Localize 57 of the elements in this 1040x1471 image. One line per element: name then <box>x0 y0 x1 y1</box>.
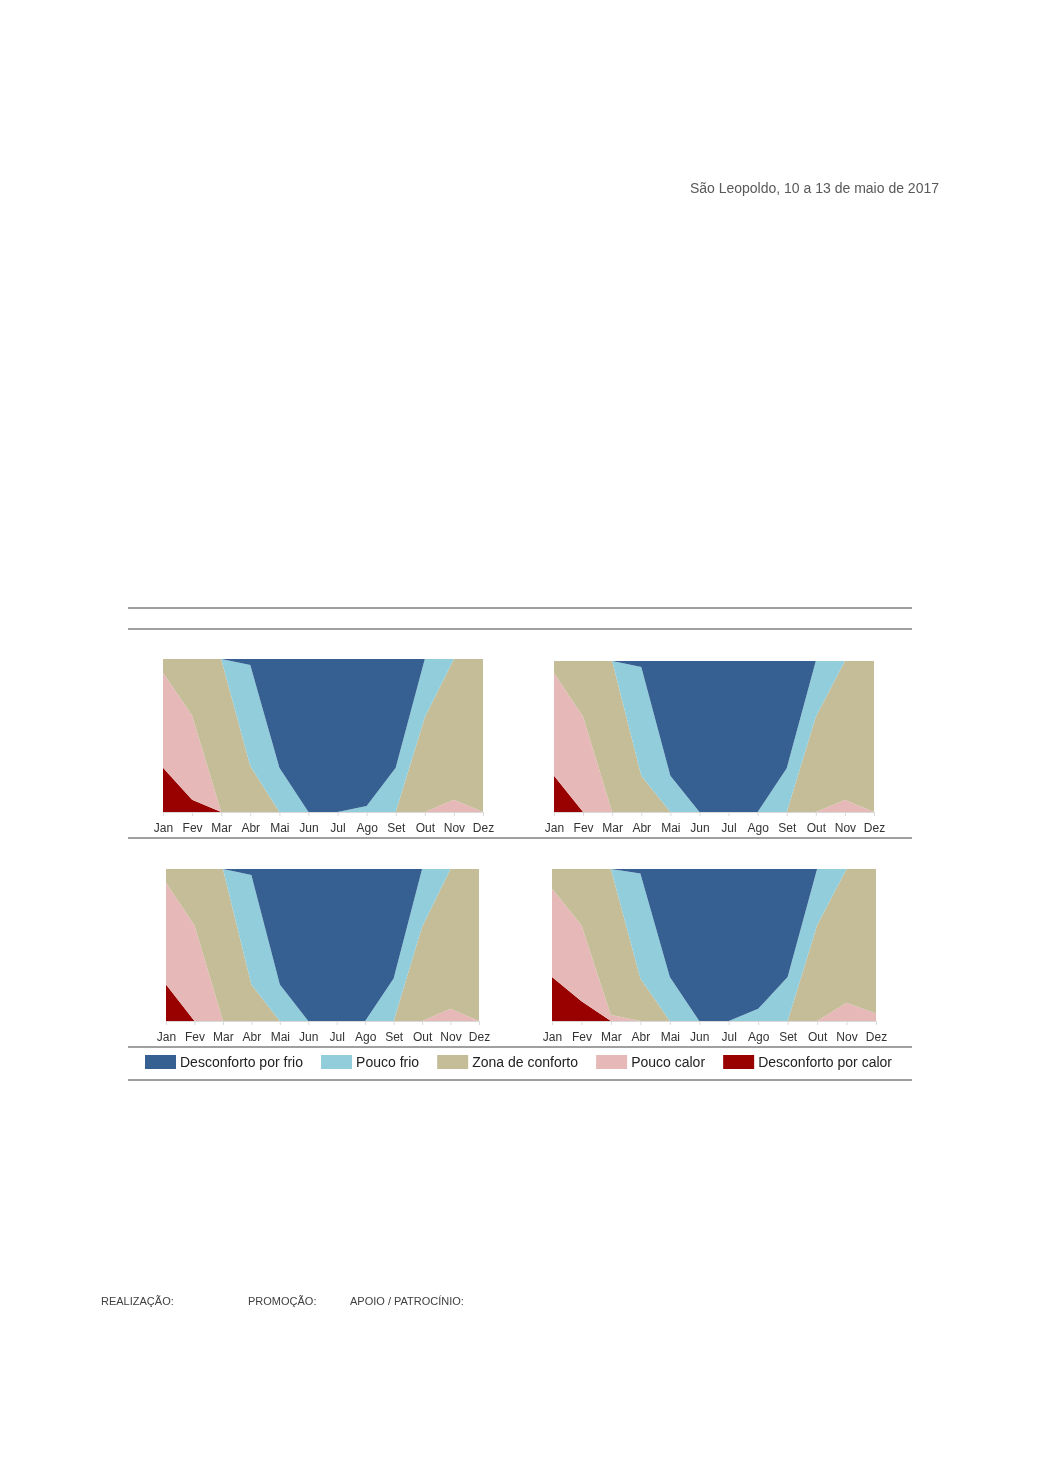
text: São Leopoldo, 10 a 13 de maio de 2017 <box>689 180 940 196</box>
x-tick-label: Dez <box>472 820 495 835</box>
x-tick-label: Jun <box>690 820 710 835</box>
x-tick-label: Jun <box>690 1029 710 1044</box>
x-tick-label: Mar <box>211 820 233 835</box>
x-tick-label: Nov <box>440 1029 462 1044</box>
x-tick-label: Jan <box>153 820 174 835</box>
x-tick-label: Fev <box>571 1029 592 1044</box>
x-tick-label: Abr <box>241 820 261 835</box>
x-tick-label: Jan <box>542 1029 563 1044</box>
x-tick-label: Mai <box>270 1029 290 1044</box>
text: PROMOÇÃO: <box>248 1295 317 1307</box>
x-tick-label: Set <box>779 1029 798 1044</box>
legend-label: Pouco frio <box>356 1053 420 1070</box>
x-tick-label: Abr <box>242 1029 262 1044</box>
x-tick-label: Set <box>387 820 406 835</box>
legend-label: Desconforto por calor <box>758 1053 893 1070</box>
x-tick-label: Out <box>807 1029 828 1044</box>
x-tick-label: Jun <box>299 820 319 835</box>
text: REALIZAÇÃO: <box>101 1295 174 1307</box>
x-tick-label: Jul <box>330 820 346 835</box>
x-tick-label: Jul <box>721 820 737 835</box>
x-tick-label: Out <box>412 1029 433 1044</box>
x-tick-label: Jul <box>721 1029 737 1044</box>
x-tick-label: Jan <box>156 1029 177 1044</box>
x-tick-label: Out <box>806 820 827 835</box>
x-tick-label: Jan <box>544 820 565 835</box>
x-tick-label: Fev <box>573 820 594 835</box>
x-tick-label: Ago <box>356 820 379 835</box>
x-tick-label: Abr <box>632 820 652 835</box>
x-tick-label: Set <box>385 1029 404 1044</box>
x-tick-label: Mai <box>660 1029 680 1044</box>
x-tick-label: Ago <box>748 1029 770 1044</box>
legend-label: Zona de conforto <box>472 1053 579 1070</box>
x-tick-label: Fev <box>182 820 203 835</box>
x-tick-label: Set <box>778 820 797 835</box>
x-tick-label: Dez <box>863 820 886 835</box>
x-tick-label: Nov <box>836 1029 858 1044</box>
text: APOIO / PATROCÍNIO: <box>350 1295 464 1307</box>
legend-label: Pouco calor <box>631 1053 706 1070</box>
x-tick-label: Jul <box>329 1029 345 1044</box>
x-tick-label: Out <box>415 820 436 835</box>
x-tick-label: Nov <box>834 820 857 835</box>
x-tick-label: Nov <box>443 820 466 835</box>
x-tick-label: Ago <box>747 820 770 835</box>
legend-label: Desconforto por frio <box>180 1053 304 1070</box>
x-tick-label: Abr <box>631 1029 651 1044</box>
x-tick-label: Dez <box>468 1029 491 1044</box>
x-tick-label: Mai <box>661 820 681 835</box>
x-tick-label: Mar <box>213 1029 234 1044</box>
x-tick-label: Dez <box>865 1029 888 1044</box>
x-tick-label: Fev <box>184 1029 205 1044</box>
x-tick-label: Mar <box>601 1029 622 1044</box>
x-tick-label: Jun <box>299 1029 319 1044</box>
x-tick-label: Ago <box>355 1029 377 1044</box>
x-tick-label: Mai <box>270 820 290 835</box>
x-tick-label: Mar <box>602 820 624 835</box>
